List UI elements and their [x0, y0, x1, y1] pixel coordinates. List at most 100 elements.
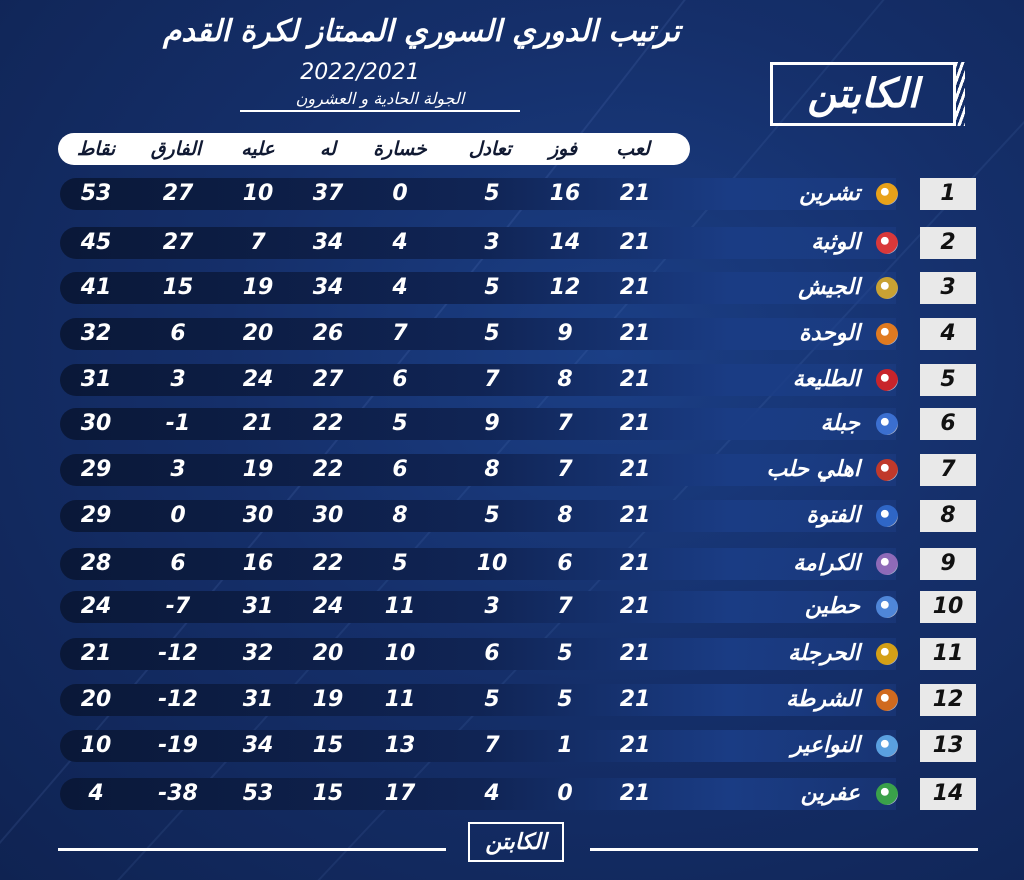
cell-goals-against: 20 [242, 321, 274, 346]
table-row: 6 جبلة 21 7 9 5 22 21 -1 30 [0, 408, 1024, 440]
cell-points: 28 [80, 551, 112, 576]
wathba-crest-icon [876, 232, 898, 254]
cell-goal-difference: -12 [158, 641, 198, 666]
cell-points: 24 [80, 594, 112, 619]
cell-points: 10 [80, 733, 112, 758]
cell-goals-against: 31 [242, 594, 274, 619]
table-row: 9 الكرامة 21 6 10 5 22 16 6 28 [0, 548, 1024, 580]
row-background [60, 548, 896, 580]
team-name: الشرطة [786, 687, 860, 712]
cell-played: 21 [619, 457, 651, 482]
cell-played: 21 [619, 411, 651, 436]
column-header-points: نقاط [76, 138, 116, 160]
cell-played: 21 [619, 781, 651, 806]
cell-lost: 5 [392, 411, 408, 436]
cell-drawn: 5 [484, 275, 500, 300]
cell-goals-for: 22 [312, 457, 344, 482]
jableh-crest-icon [876, 413, 898, 435]
cell-goals-against: 30 [242, 503, 274, 528]
footer-divider-right [590, 848, 978, 851]
table-row: 1 تشرين 21 16 5 0 37 10 27 53 [0, 178, 1024, 210]
team-name: الوثبة [811, 230, 860, 255]
table-row: 8 الفتوة 21 8 5 8 30 30 0 29 [0, 500, 1024, 532]
cell-drawn: 5 [484, 181, 500, 206]
cell-lost: 5 [392, 551, 408, 576]
row-background [60, 500, 896, 532]
cell-won: 0 [557, 781, 573, 806]
column-header-goal-difference: الفارق [150, 138, 202, 160]
cell-drawn: 7 [484, 733, 500, 758]
round-label: الجولة الحادية و العشرون [240, 89, 520, 112]
row-background [60, 408, 896, 440]
cell-goals-for: 22 [312, 551, 344, 576]
cell-drawn: 8 [484, 457, 500, 482]
table-row: 3 الجيش 21 12 5 4 34 19 15 41 [0, 272, 1024, 304]
cell-lost: 0 [392, 181, 408, 206]
cell-goals-for: 34 [312, 275, 344, 300]
brand-logo-text: الكابتن [807, 71, 919, 117]
rank-badge: 13 [920, 730, 976, 762]
cell-won: 6 [557, 551, 573, 576]
cell-goals-against: 19 [242, 275, 274, 300]
table-row: 4 الوحدة 21 9 5 7 26 20 6 32 [0, 318, 1024, 350]
cell-won: 8 [557, 503, 573, 528]
cell-won: 14 [549, 230, 581, 255]
tishreen-crest-icon [876, 183, 898, 205]
cell-lost: 13 [384, 733, 416, 758]
team-name: الكرامة [793, 551, 860, 576]
cell-drawn: 4 [484, 781, 500, 806]
row-background [60, 227, 896, 259]
column-header-drawn: تعادل [468, 138, 512, 160]
cell-played: 21 [619, 641, 651, 666]
row-background [60, 591, 896, 623]
cell-goal-difference: 3 [170, 367, 186, 392]
table-row: 12 الشرطة 21 5 5 11 19 31 -12 20 [0, 684, 1024, 716]
cell-goals-against: 34 [242, 733, 274, 758]
cell-goals-for: 37 [312, 181, 344, 206]
cell-goal-difference: -1 [165, 411, 191, 436]
row-background [60, 318, 896, 350]
cell-drawn: 5 [484, 687, 500, 712]
cell-won: 9 [557, 321, 573, 346]
page-title: ترتيب الدوري السوري الممتاز لكرة القدم [162, 14, 680, 49]
cell-lost: 17 [384, 781, 416, 806]
team-name: الوحدة [799, 321, 860, 346]
cell-drawn: 5 [484, 321, 500, 346]
row-background [60, 178, 896, 210]
column-header-played: لعب [616, 138, 650, 160]
rank-badge: 11 [920, 638, 976, 670]
cell-played: 21 [619, 594, 651, 619]
cell-goals-against: 7 [250, 230, 266, 255]
cell-won: 1 [557, 733, 573, 758]
ahli-aleppo-crest-icon [876, 459, 898, 481]
rank-badge: 14 [920, 778, 976, 810]
team-name: الحرجلة [788, 641, 860, 666]
team-name: اهلي حلب [766, 457, 860, 482]
cell-played: 21 [619, 503, 651, 528]
season-label: 2022/2021 [300, 60, 420, 85]
cell-goals-for: 27 [312, 367, 344, 392]
cell-points: 31 [80, 367, 112, 392]
cell-lost: 10 [384, 641, 416, 666]
rank-badge: 4 [920, 318, 976, 350]
afrin-crest-icon [876, 783, 898, 805]
cell-won: 7 [557, 411, 573, 436]
cell-won: 5 [557, 641, 573, 666]
cell-lost: 6 [392, 367, 408, 392]
rank-badge: 10 [920, 591, 976, 623]
cell-points: 30 [80, 411, 112, 436]
cell-played: 21 [619, 275, 651, 300]
team-name: الفتوة [806, 503, 860, 528]
row-background [60, 272, 896, 304]
footer-divider-left [58, 848, 446, 851]
cell-won: 7 [557, 594, 573, 619]
cell-goal-difference: -12 [158, 687, 198, 712]
cell-goal-difference: 27 [162, 181, 194, 206]
table-row: 2 الوثبة 21 14 3 4 34 7 27 45 [0, 227, 1024, 259]
cell-won: 7 [557, 457, 573, 482]
cell-goals-for: 24 [312, 594, 344, 619]
cell-goals-against: 16 [242, 551, 274, 576]
row-background [60, 638, 896, 670]
footer-brand-logo: الكابتن [468, 822, 564, 862]
